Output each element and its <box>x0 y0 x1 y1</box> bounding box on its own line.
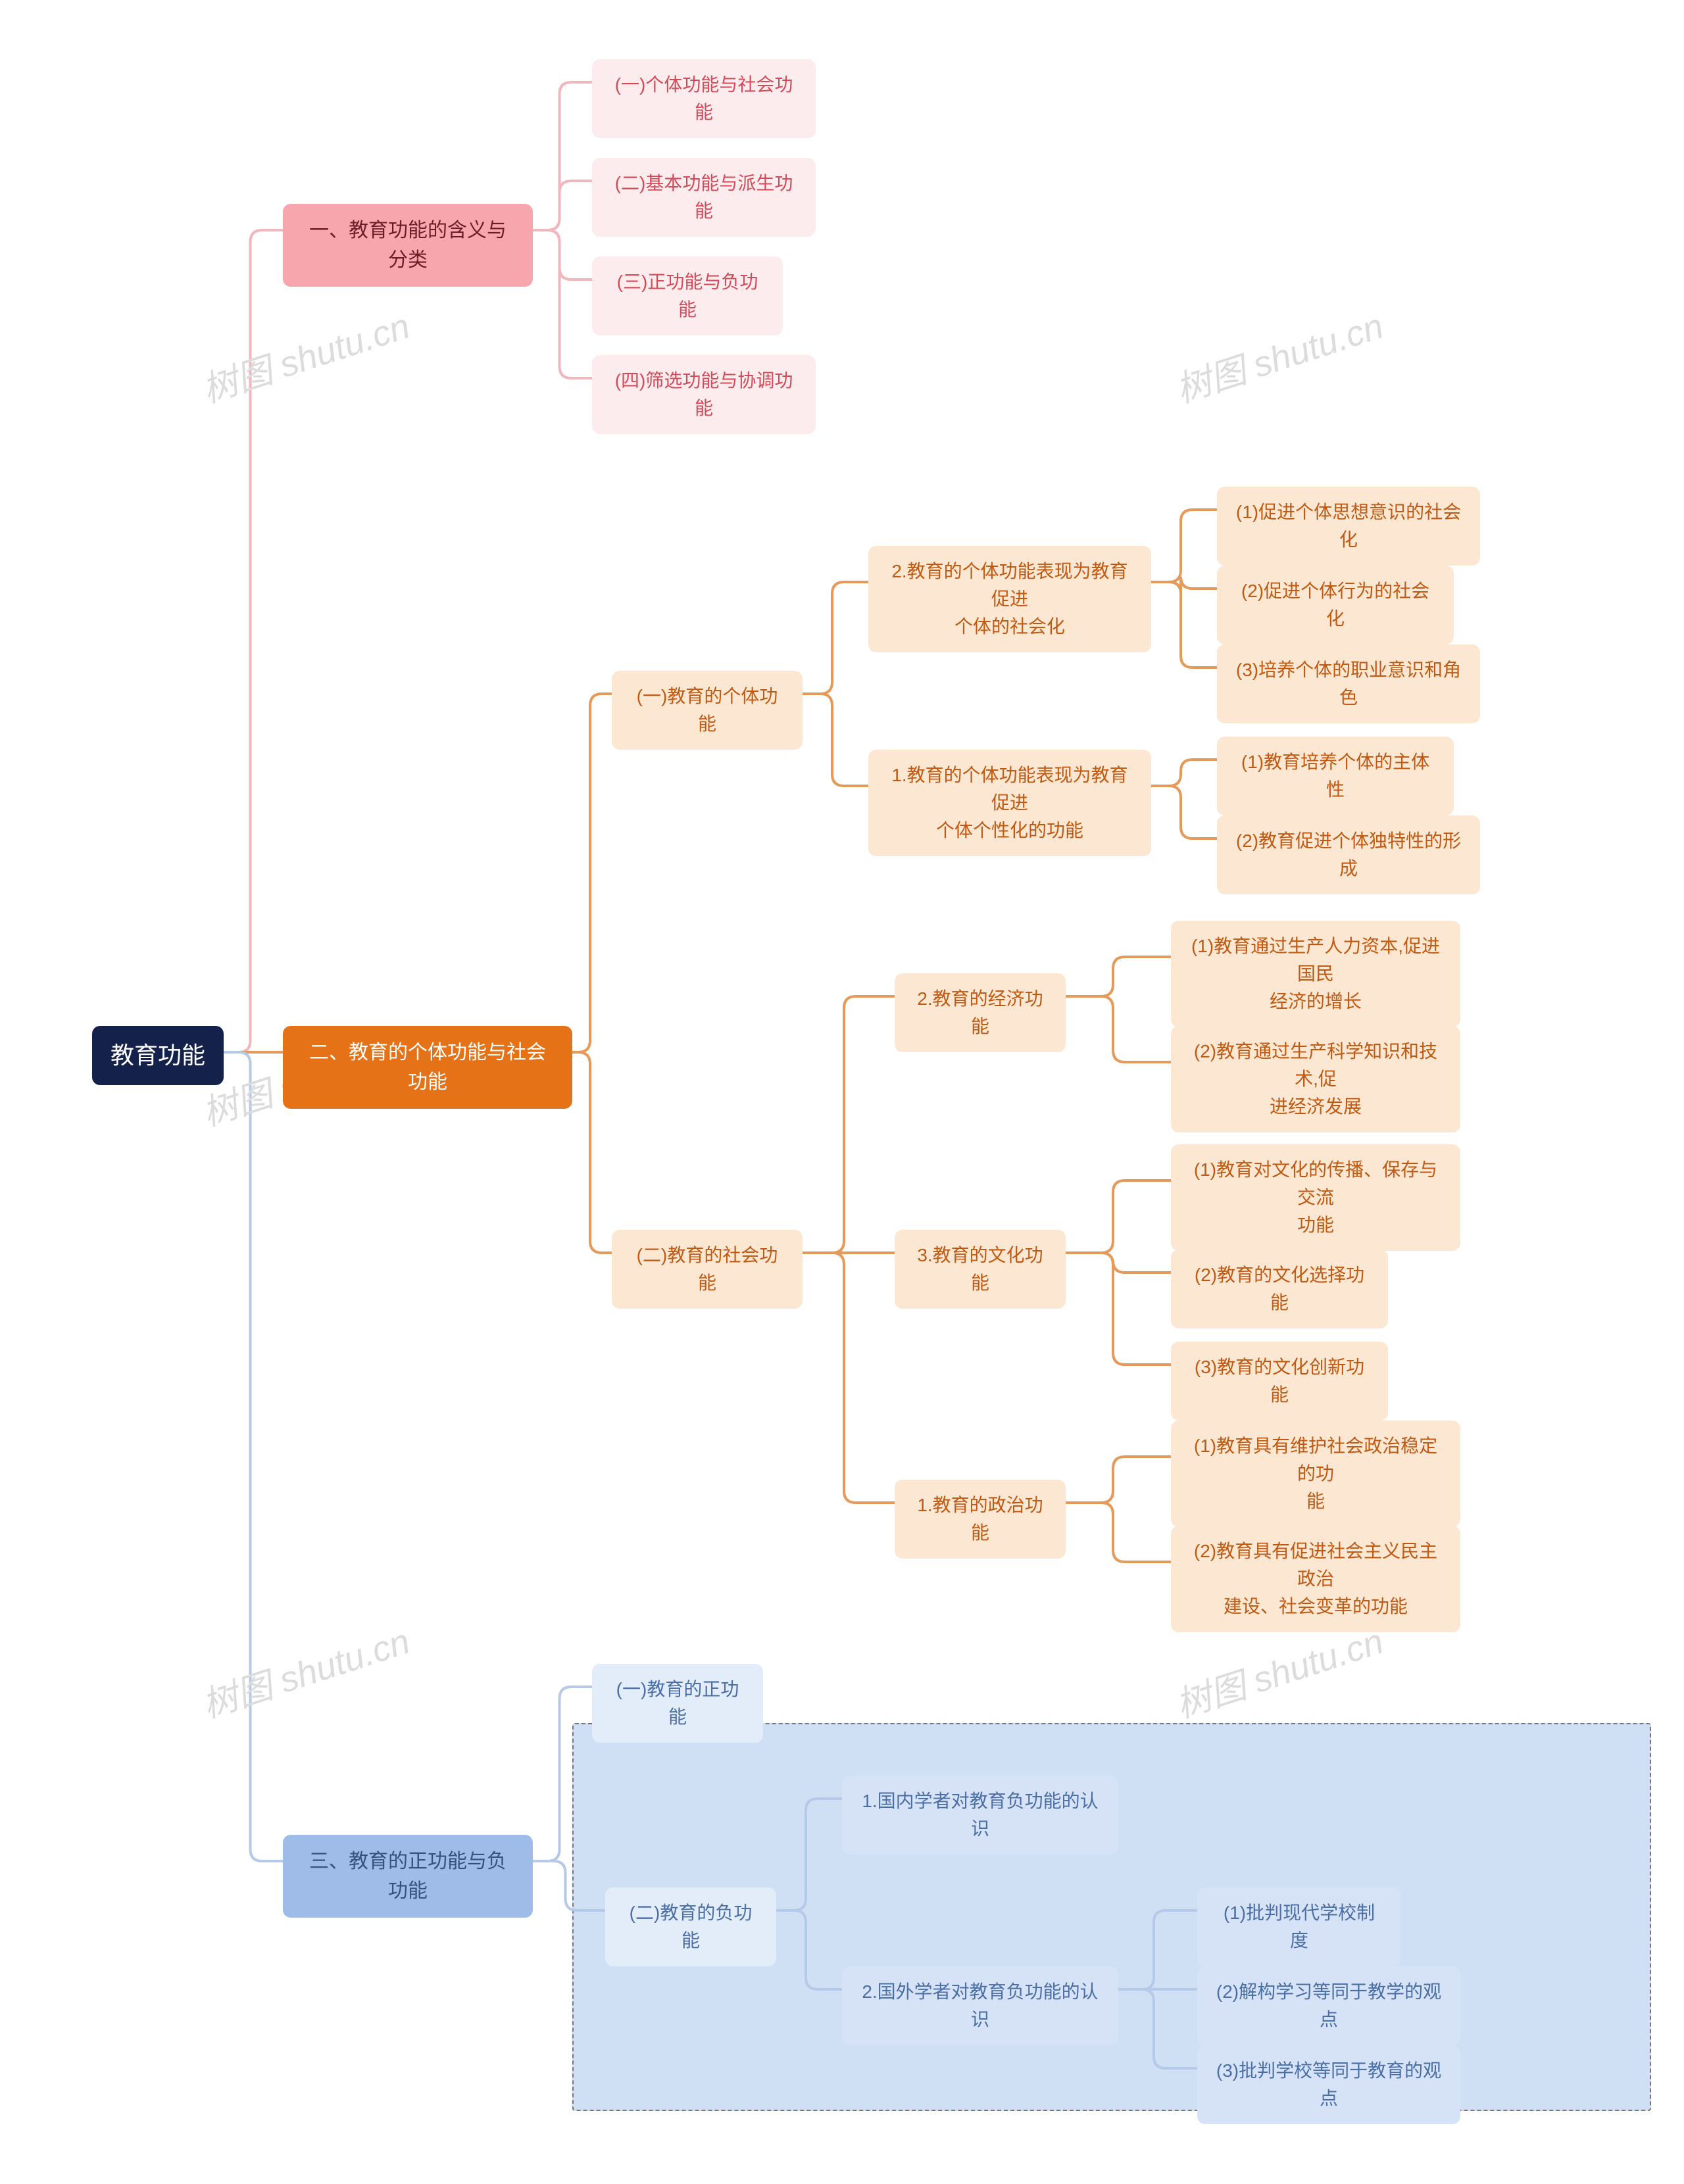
node-b2[interactable]: 二、教育的个体功能与社会功能 <box>283 1026 572 1109</box>
node-b2_b3_1[interactable]: (1)教育对文化的传播、保存与交流 功能 <box>1171 1144 1460 1251</box>
node-b2_b2[interactable]: 2.教育的经济功能 <box>895 973 1066 1052</box>
node-b1[interactable]: 一、教育功能的含义与分类 <box>283 204 533 287</box>
node-b2_a[interactable]: (一)教育的个体功能 <box>612 671 803 750</box>
connector <box>803 694 868 786</box>
node-root[interactable]: 教育功能 <box>92 1026 224 1085</box>
connector <box>533 181 592 230</box>
node-b3_b1[interactable]: 1.国内学者对教育负功能的认识 <box>842 1776 1118 1855</box>
node-b3_b2_2[interactable]: (2)解构学习等同于教学的观点 <box>1197 1966 1460 2045</box>
connector <box>572 1052 612 1253</box>
node-b2_b3[interactable]: 3.教育的文化功能 <box>895 1230 1066 1309</box>
node-b2_a1[interactable]: 2.教育的个体功能表现为教育促进 个体的社会化 <box>868 546 1151 652</box>
connector <box>803 582 868 694</box>
connector <box>1066 957 1171 996</box>
node-b2_a2[interactable]: 1.教育的个体功能表现为教育促进 个体个性化的功能 <box>868 750 1151 856</box>
node-b2_a1_2[interactable]: (2)促进个体行为的社会化 <box>1217 566 1454 644</box>
node-b2_b1[interactable]: 1.教育的政治功能 <box>895 1480 1066 1559</box>
node-b2_a1_3[interactable]: (3)培养个体的职业意识和角色 <box>1217 644 1480 723</box>
node-b2_b2_1[interactable]: (1)教育通过生产人力资本,促进国民 经济的增长 <box>1171 921 1460 1027</box>
connector <box>1151 510 1217 582</box>
node-b1_1[interactable]: (一)个体功能与社会功能 <box>592 59 816 138</box>
node-b3_b2_3[interactable]: (3)批判学校等同于教育的观点 <box>1197 2045 1460 2124</box>
connector <box>533 82 592 230</box>
watermark: 树图 shutu.cn <box>195 297 416 412</box>
connector <box>1066 1457 1171 1503</box>
connector <box>533 230 592 378</box>
connector <box>1066 1180 1171 1253</box>
node-b2_b1_1[interactable]: (1)教育具有维护社会政治稳定的功 能 <box>1171 1420 1460 1527</box>
node-b2_b3_3[interactable]: (3)教育的文化创新功能 <box>1171 1342 1388 1420</box>
node-b2_b1_2[interactable]: (2)教育具有促进社会主义民主政治 建设、社会变革的功能 <box>1171 1526 1460 1632</box>
connector <box>1066 1253 1171 1273</box>
connector <box>572 694 612 1052</box>
node-b2_b[interactable]: (二)教育的社会功能 <box>612 1230 803 1309</box>
node-b2_a2_1[interactable]: (1)教育培养个体的主体性 <box>1217 737 1454 815</box>
connector <box>1151 786 1217 838</box>
watermark: 树图 shutu.cn <box>1168 297 1389 412</box>
node-b2_a2_2[interactable]: (2)教育促进个体独特性的形成 <box>1217 815 1480 894</box>
node-b3_b[interactable]: (二)教育的负功能 <box>605 1887 776 1966</box>
node-b2_b3_2[interactable]: (2)教育的文化选择功能 <box>1171 1250 1388 1328</box>
connector <box>803 996 895 1253</box>
node-b3_a[interactable]: (一)教育的正功能 <box>592 1664 763 1743</box>
node-b1_2[interactable]: (二)基本功能与派生功能 <box>592 158 816 237</box>
node-b1_4[interactable]: (四)筛选功能与协调功能 <box>592 355 816 434</box>
connector <box>1066 1503 1171 1562</box>
node-b2_a1_1[interactable]: (1)促进个体思想意识的社会化 <box>1217 487 1480 566</box>
connector <box>533 230 592 279</box>
node-b3_b2[interactable]: 2.国外学者对教育负功能的认识 <box>842 1966 1118 2045</box>
connector <box>803 1253 895 1503</box>
connector <box>1151 582 1217 667</box>
connector <box>224 1052 283 1861</box>
connector <box>1151 577 1217 594</box>
connector <box>1066 996 1171 1062</box>
node-b1_3[interactable]: (三)正功能与负功能 <box>592 256 783 335</box>
connector <box>1066 1253 1171 1365</box>
watermark: 树图 shutu.cn <box>195 1612 416 1728</box>
connector <box>1151 760 1217 786</box>
node-b2_b2_2[interactable]: (2)教育通过生产科学知识和技术,促 进经济发展 <box>1171 1026 1460 1132</box>
connector <box>224 230 283 1052</box>
node-b3[interactable]: 三、教育的正功能与负功能 <box>283 1835 533 1918</box>
node-b3_b2_1[interactable]: (1)批判现代学校制度 <box>1197 1887 1401 1966</box>
